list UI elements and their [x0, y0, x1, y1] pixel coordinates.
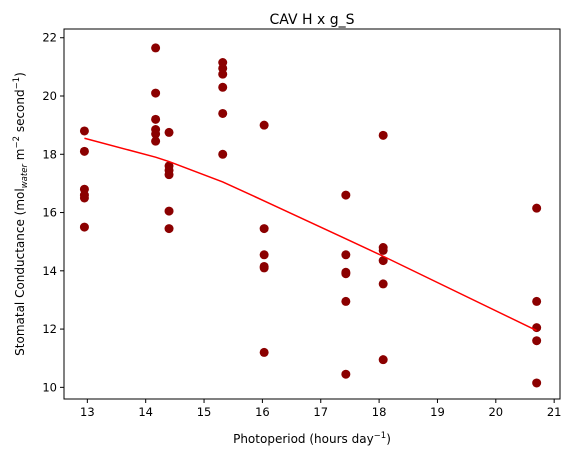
data-point — [151, 43, 161, 53]
plot-frame — [63, 28, 561, 400]
data-point — [164, 206, 174, 216]
x-tick-label: 15 — [197, 405, 212, 419]
x-tick-label: 20 — [488, 405, 503, 419]
y-axis-label-mid: m — [13, 149, 27, 165]
x-axis-label-sup: −1 — [374, 431, 387, 441]
data-point — [164, 127, 174, 137]
data-point — [378, 279, 388, 289]
data-point — [151, 114, 161, 124]
data-point — [79, 193, 89, 203]
y-axis-label-main: Stomatal Conductance (mol — [13, 188, 27, 356]
trend-line — [84, 137, 537, 332]
x-tick-label: 18 — [372, 405, 387, 419]
data-point — [259, 347, 269, 357]
plot-area — [79, 43, 542, 388]
y-tick-label: 20 — [42, 89, 57, 103]
data-point — [151, 88, 161, 98]
x-tick-label: 13 — [80, 405, 95, 419]
chart-title: CAV H x g_S — [270, 12, 355, 28]
y-axis-label-sub: water — [20, 164, 30, 189]
data-point — [164, 224, 174, 234]
data-point — [79, 222, 89, 232]
data-point — [259, 224, 269, 234]
data-point — [218, 108, 228, 118]
data-point — [378, 130, 388, 140]
data-point — [259, 250, 269, 260]
data-point — [218, 149, 228, 159]
data-point — [341, 296, 351, 306]
y-tick-label: 14 — [42, 264, 57, 278]
x-axis-ticks: 13 14 15 16 17 18 19 20 21 — [80, 399, 561, 419]
y-tick-label: 22 — [42, 31, 57, 45]
data-point — [378, 245, 388, 255]
data-point — [259, 263, 269, 273]
y-tick-label: 12 — [42, 322, 57, 336]
y-tick-label: 10 — [42, 380, 57, 394]
y-axis-label-close: ) — [13, 72, 27, 77]
data-point — [532, 203, 542, 213]
y-tick-label: 18 — [42, 147, 57, 161]
data-point — [259, 120, 269, 130]
x-axis-label: Photoperiod (hours day−1) — [233, 431, 391, 446]
data-point — [341, 190, 351, 200]
data-point — [532, 323, 542, 333]
x-axis-label-close: ) — [386, 432, 391, 446]
x-tick-label: 16 — [255, 405, 270, 419]
data-point — [532, 296, 542, 306]
x-tick-label: 21 — [547, 405, 562, 419]
data-point — [218, 69, 228, 79]
x-axis-label-main: Photoperiod (hours day — [233, 432, 374, 446]
data-point — [151, 136, 161, 146]
y-axis-label: Stomatal Conductance (molwater m−2 secon… — [12, 72, 30, 356]
y-axis-label-mid2: second — [13, 89, 27, 136]
data-point — [79, 146, 89, 156]
x-tick-label: 17 — [313, 405, 328, 419]
data-point — [378, 355, 388, 365]
data-point — [378, 256, 388, 266]
data-point — [341, 269, 351, 279]
y-axis-label-sup2: −1 — [12, 77, 22, 90]
data-point — [532, 378, 542, 388]
y-axis-ticks: 10 12 14 16 18 20 22 — [42, 31, 64, 394]
data-point — [164, 170, 174, 180]
x-tick-label: 14 — [138, 405, 153, 419]
y-tick-label: 16 — [42, 206, 57, 220]
y-axis-label-sup1: −2 — [12, 136, 22, 149]
x-tick-label: 19 — [430, 405, 445, 419]
data-point — [341, 369, 351, 379]
data-point — [532, 336, 542, 346]
data-point — [151, 129, 161, 139]
data-point — [218, 82, 228, 92]
data-point — [79, 126, 89, 136]
data-point — [341, 250, 351, 260]
